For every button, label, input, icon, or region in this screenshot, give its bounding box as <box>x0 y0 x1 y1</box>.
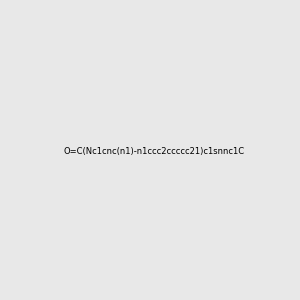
Text: O=C(Nc1cnc(n1)-n1ccc2ccccc21)c1snnc1C: O=C(Nc1cnc(n1)-n1ccc2ccccc21)c1snnc1C <box>63 147 244 156</box>
